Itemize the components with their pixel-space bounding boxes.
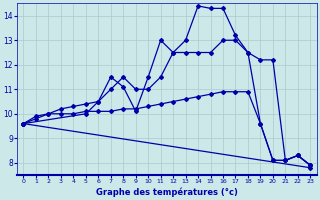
X-axis label: Graphe des températures (°c): Graphe des températures (°c)	[96, 187, 238, 197]
